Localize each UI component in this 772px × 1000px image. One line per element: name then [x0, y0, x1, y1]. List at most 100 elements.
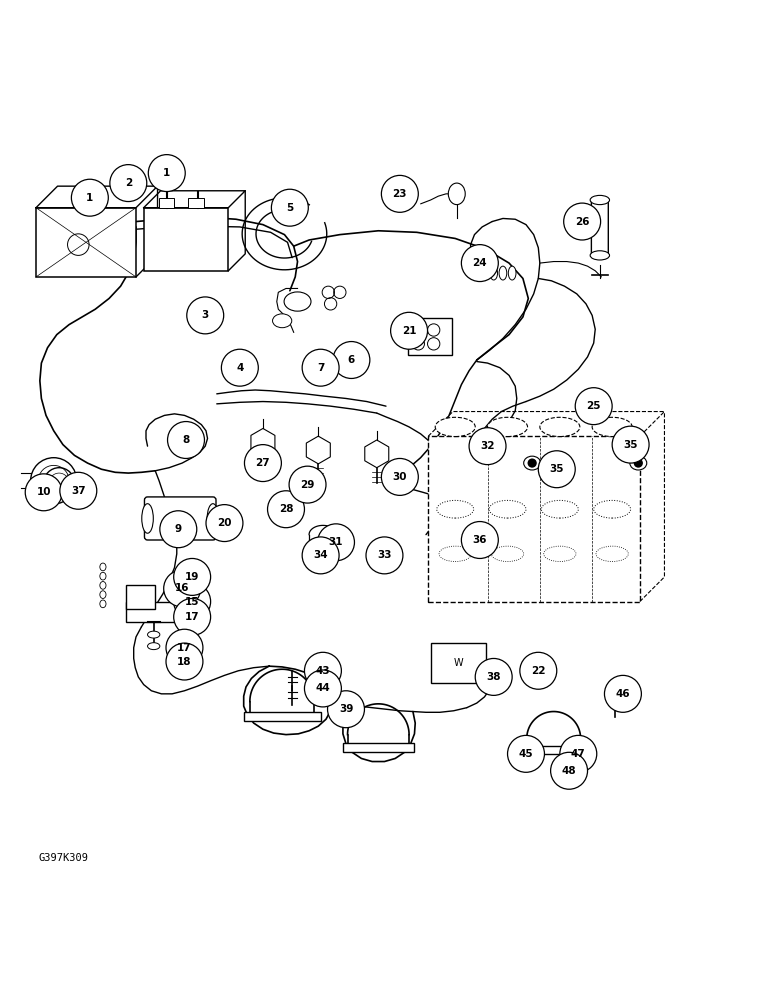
Text: 46: 46 [615, 689, 630, 699]
Text: 30: 30 [393, 472, 407, 482]
FancyBboxPatch shape [591, 198, 608, 257]
Circle shape [327, 691, 364, 728]
Circle shape [60, 472, 96, 509]
Circle shape [174, 583, 211, 620]
Circle shape [366, 537, 403, 574]
Ellipse shape [100, 591, 106, 598]
Circle shape [333, 342, 370, 378]
Text: 18: 18 [178, 657, 191, 667]
Circle shape [575, 388, 612, 425]
Ellipse shape [147, 631, 160, 638]
Ellipse shape [541, 500, 578, 518]
Text: 47: 47 [571, 749, 586, 759]
Circle shape [476, 658, 512, 695]
Ellipse shape [492, 546, 523, 562]
FancyBboxPatch shape [144, 497, 216, 540]
Circle shape [174, 598, 211, 635]
Ellipse shape [469, 532, 491, 548]
Ellipse shape [499, 266, 506, 280]
Ellipse shape [100, 563, 106, 571]
Text: 26: 26 [575, 217, 589, 227]
Ellipse shape [273, 314, 292, 328]
FancyBboxPatch shape [343, 743, 414, 752]
Text: 32: 32 [480, 441, 495, 451]
Text: 19: 19 [185, 572, 199, 582]
Circle shape [160, 511, 197, 548]
Ellipse shape [371, 548, 389, 562]
Circle shape [166, 629, 203, 666]
FancyBboxPatch shape [244, 712, 320, 721]
Circle shape [148, 155, 185, 192]
Circle shape [25, 474, 63, 511]
Circle shape [187, 297, 224, 334]
Circle shape [31, 458, 76, 504]
Circle shape [538, 451, 575, 488]
Circle shape [302, 537, 339, 574]
Text: 10: 10 [36, 487, 51, 497]
Ellipse shape [147, 643, 160, 650]
Ellipse shape [488, 417, 527, 437]
Text: 23: 23 [393, 189, 407, 199]
Text: 16: 16 [175, 583, 189, 593]
Text: W: W [453, 658, 463, 668]
Text: 28: 28 [279, 504, 293, 514]
Ellipse shape [489, 500, 526, 518]
Text: 31: 31 [329, 537, 344, 547]
Circle shape [174, 558, 211, 595]
Ellipse shape [100, 600, 106, 608]
Ellipse shape [207, 504, 218, 533]
Ellipse shape [594, 500, 631, 518]
FancyBboxPatch shape [408, 318, 452, 355]
Circle shape [168, 422, 205, 458]
Circle shape [527, 458, 537, 468]
FancyBboxPatch shape [428, 436, 640, 602]
Text: 48: 48 [562, 766, 577, 776]
Text: 7: 7 [317, 363, 324, 373]
Text: 3: 3 [201, 310, 209, 320]
Circle shape [550, 752, 587, 789]
Text: 27: 27 [256, 458, 270, 468]
Circle shape [44, 468, 74, 498]
Text: 37: 37 [71, 486, 86, 496]
Text: 29: 29 [300, 480, 315, 490]
Text: 38: 38 [486, 672, 501, 682]
Text: 21: 21 [402, 326, 416, 336]
Text: 34: 34 [313, 550, 328, 560]
Circle shape [272, 189, 308, 226]
Text: 24: 24 [472, 258, 487, 268]
FancyBboxPatch shape [144, 208, 229, 271]
Circle shape [564, 203, 601, 240]
Circle shape [462, 522, 498, 558]
Text: 20: 20 [217, 518, 232, 528]
Circle shape [612, 426, 649, 463]
Ellipse shape [508, 266, 516, 280]
Circle shape [469, 428, 506, 465]
Ellipse shape [590, 251, 610, 260]
FancyBboxPatch shape [188, 198, 204, 208]
Circle shape [268, 491, 304, 528]
Ellipse shape [449, 183, 466, 205]
Text: 1: 1 [86, 193, 93, 203]
Circle shape [222, 349, 259, 386]
Text: 22: 22 [531, 666, 546, 676]
Circle shape [166, 643, 203, 680]
Text: G397K309: G397K309 [39, 853, 88, 863]
Circle shape [381, 458, 418, 495]
FancyBboxPatch shape [159, 198, 174, 208]
Text: 1: 1 [163, 168, 171, 178]
Circle shape [289, 466, 326, 503]
FancyBboxPatch shape [523, 746, 584, 754]
Circle shape [110, 165, 147, 202]
Text: 45: 45 [519, 749, 533, 759]
Text: 39: 39 [339, 704, 353, 714]
Ellipse shape [142, 504, 154, 533]
Ellipse shape [540, 417, 580, 437]
Text: 33: 33 [378, 550, 391, 560]
Circle shape [245, 445, 281, 482]
Text: 2: 2 [125, 178, 132, 188]
Ellipse shape [630, 456, 647, 470]
Text: 5: 5 [286, 203, 293, 213]
Text: 9: 9 [174, 524, 182, 534]
Circle shape [391, 312, 428, 349]
FancyBboxPatch shape [126, 602, 191, 622]
